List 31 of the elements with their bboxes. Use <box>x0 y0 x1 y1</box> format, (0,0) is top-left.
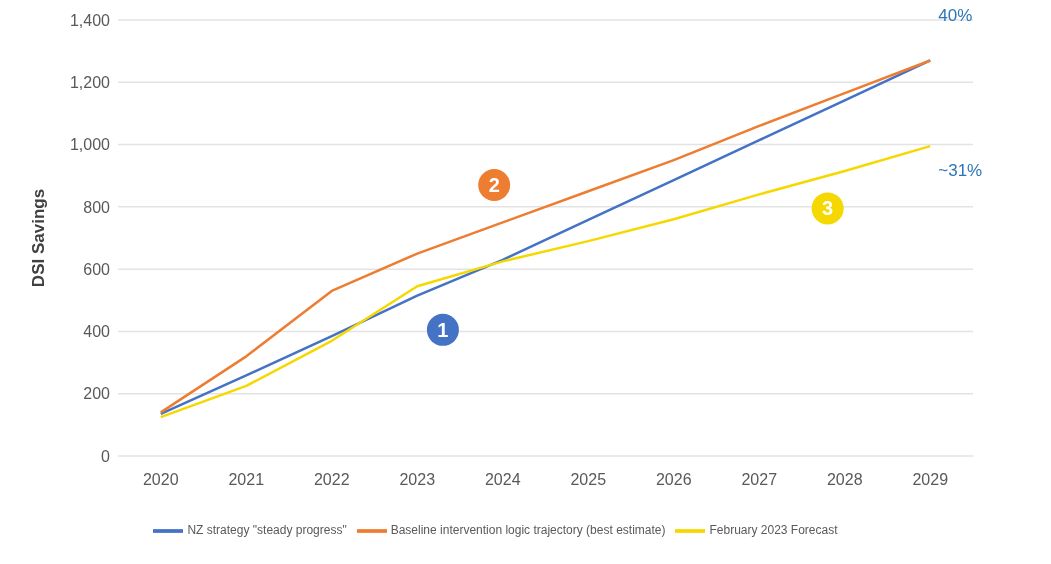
y-tick-label: 400 <box>83 323 111 341</box>
x-tick-label: 2027 <box>741 471 778 489</box>
line-series <box>159 144 932 419</box>
legend-label: Baseline intervention logic trajectory (best estimate) <box>390 523 666 538</box>
legend-label: February 2023 Forecast <box>709 523 838 538</box>
x-tick-label: 2022 <box>313 471 350 489</box>
x-tick-label: 2029 <box>912 471 949 489</box>
x-tick-label: 2024 <box>484 471 521 489</box>
annotation: 40% <box>938 5 973 25</box>
numbered-circle-icon: 3 <box>811 192 844 225</box>
annotation: ~31% <box>938 161 983 181</box>
annotation: 1 <box>437 318 449 341</box>
y-tick-label: 800 <box>83 198 111 216</box>
numbered-circle-icon: 1 <box>426 313 459 346</box>
y-tick-label: 600 <box>83 260 111 278</box>
x-tick-label: 2026 <box>655 471 692 489</box>
y-tick-label: 1,200 <box>69 73 111 91</box>
annotation: 2 <box>488 174 500 197</box>
legend-label: NZ strategy "steady progress" <box>187 523 347 538</box>
x-tick-label: 2020 <box>142 471 179 489</box>
x-tick-label: 2021 <box>228 471 265 489</box>
y-tick-label: 200 <box>83 385 111 403</box>
y-tick-label: 1,000 <box>69 136 111 154</box>
numbered-circle-icon: 2 <box>478 169 511 202</box>
y-axis-title: DSI Savings <box>29 188 49 288</box>
x-tick-label: 2023 <box>399 471 436 489</box>
y-tick-label: 0 <box>101 447 111 465</box>
y-tick-label: 1,400 <box>69 11 111 29</box>
annotation: 3 <box>822 197 834 220</box>
x-tick-label: 2025 <box>570 471 607 489</box>
x-tick-label: 2028 <box>826 471 863 489</box>
